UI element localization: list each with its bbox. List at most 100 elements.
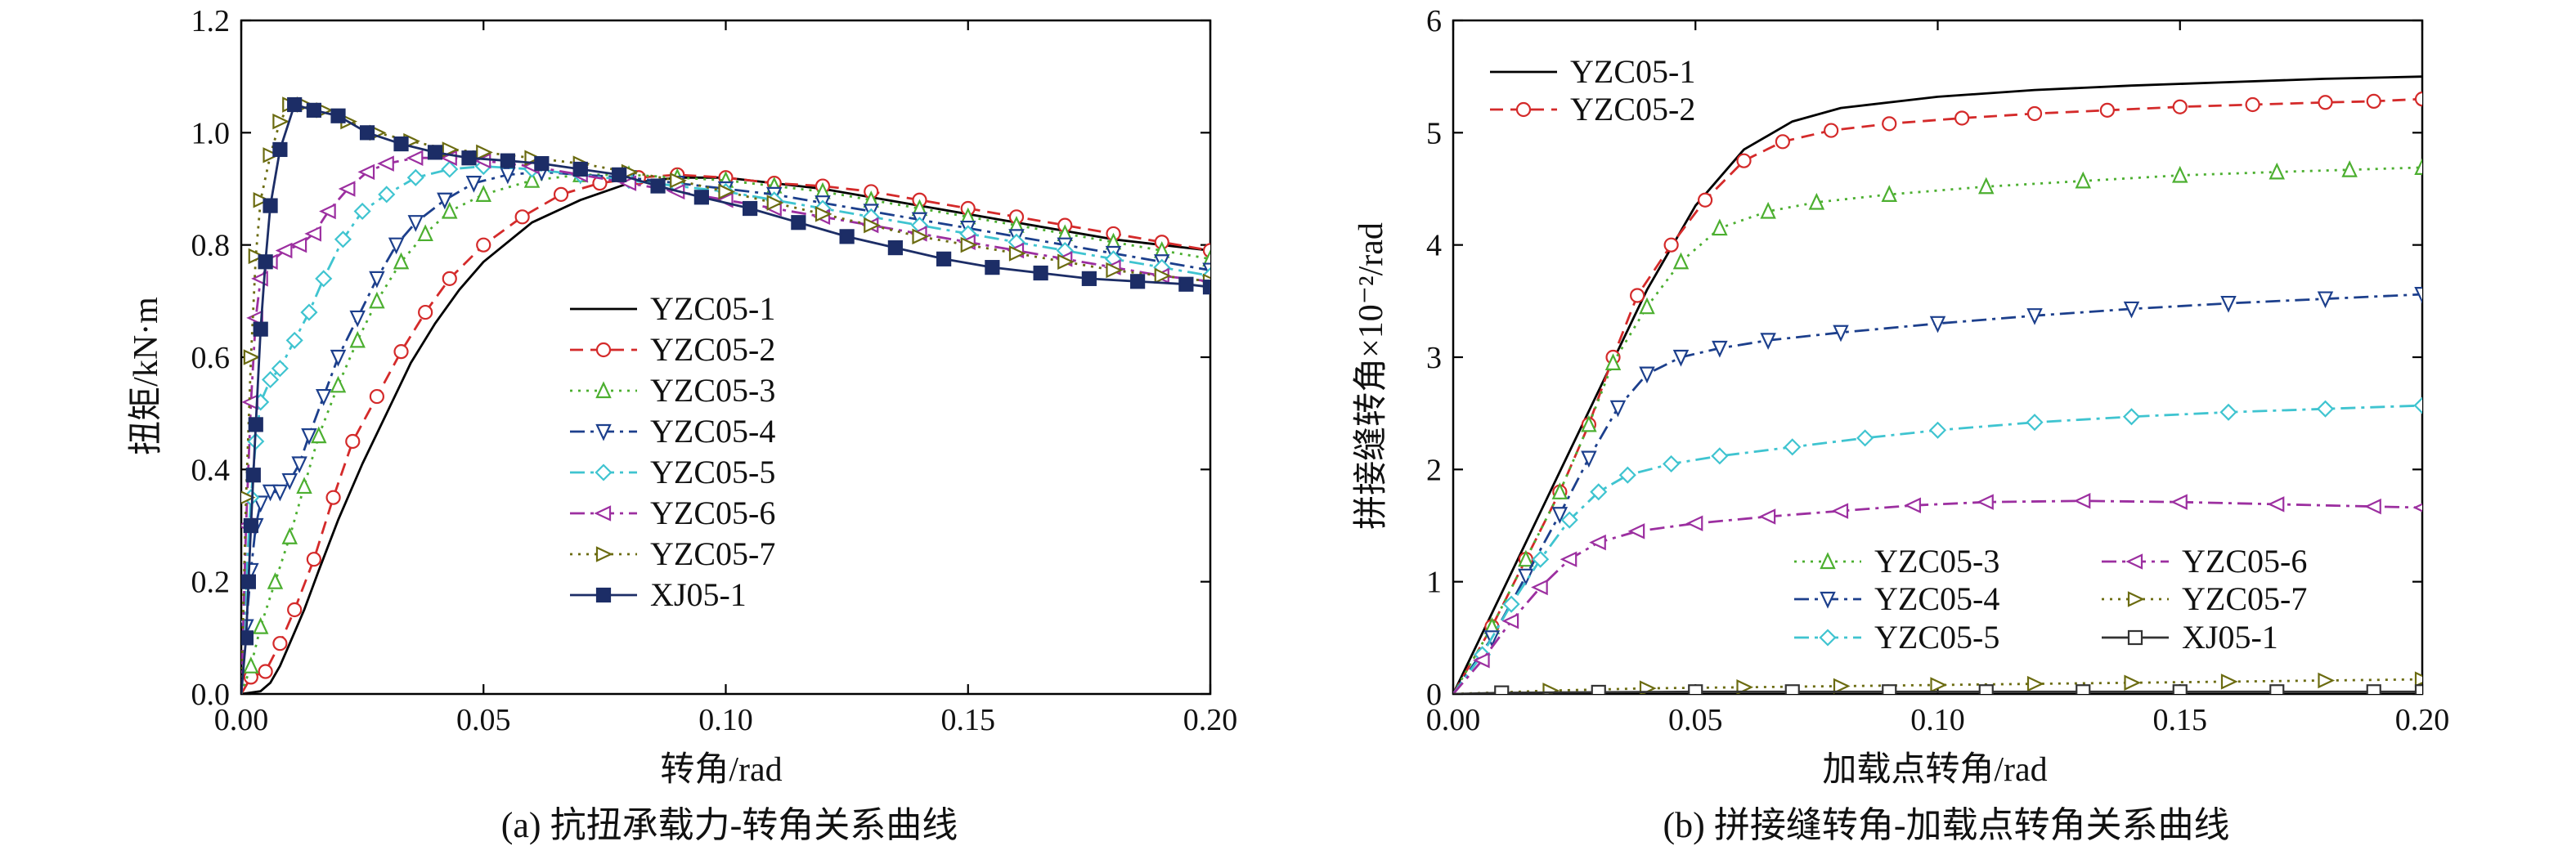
chart-a-series-xj05-1 [241, 96, 1210, 694]
chart-b-x-tick-label: 0.15 [2153, 703, 2208, 737]
chart-b-data-point [1518, 549, 1534, 567]
chart-a-data-point [1130, 274, 1146, 289]
chart-a-data-point [475, 185, 491, 202]
chart-b-data-point [1532, 550, 1550, 568]
chart-a-data-point [253, 321, 268, 337]
chart-a-data-point [304, 226, 321, 242]
chart-b-data-point [2076, 684, 2091, 694]
chart-b-ylabel: 拼接缝转角×10⁻²/rad [1353, 222, 1390, 530]
chart-a-data-point [461, 150, 477, 166]
chart-a-legend-entry-yzc05-7: YZC05-7 [570, 535, 775, 572]
chart-a-data-point [407, 215, 424, 232]
chart-a-data-point [437, 192, 453, 210]
chart-a-data-point [275, 242, 293, 259]
chart-a-data-point [330, 375, 347, 393]
chart-a-data-point [353, 202, 371, 221]
chart-a-data-point [612, 167, 627, 182]
chart-a-xlabel: 转角/rad [660, 751, 782, 789]
chart-b-data-point [2172, 99, 2188, 114]
chart-b-data-point [2414, 158, 2422, 176]
chart-b-data-point [1639, 297, 1655, 315]
chart-a-legend-marker [595, 463, 613, 481]
chart-b-data-point [2172, 165, 2188, 183]
chart-b-caption: (b) 拼接缝转角-加载点转角关系曲线 [1663, 805, 2230, 845]
chart-a-legend-label: YZC05-6 [650, 495, 775, 531]
chart-b-data-point [1881, 185, 1897, 202]
chart-b-data-point [2220, 295, 2237, 313]
chart-b-series-yzc05-1 [1453, 75, 2422, 694]
chart-b-data-point [1531, 579, 1548, 596]
chart-a-data-point [258, 664, 273, 679]
chart-b-legend-entry-yzc05-6: YZC05-6 [2102, 543, 2307, 580]
chart-a-data-point [393, 344, 409, 360]
chart-a-x-tick-label: 0.15 [941, 703, 996, 737]
chart-b-legend-marker [2125, 553, 2143, 570]
chart-b-data-point [1882, 684, 1897, 694]
chart-a-data-point [243, 656, 259, 674]
chart-b-data-point [1882, 116, 1897, 132]
chart-a-data-point [791, 215, 806, 231]
chart-a-data-point [534, 156, 550, 172]
chart-b-legend-marker [1819, 629, 1837, 647]
chart-a-legend-label: YZC05-5 [650, 454, 775, 490]
chart-b-legend-label: YZC05-5 [1874, 619, 1999, 656]
chart-a-data-point [553, 186, 569, 202]
chart-a-data-point [349, 310, 366, 328]
chart-a-legend-entry-yzc05-3: YZC05-3 [570, 372, 775, 409]
chart-a-data-point [359, 125, 375, 141]
chart-a-data-point [369, 388, 384, 405]
chart-a-data-point [248, 417, 263, 432]
chart-a-data-point [252, 617, 269, 634]
chart-b-data-point [2073, 493, 2091, 509]
chart-a: (a) 抗扭承载力-转角关系曲线 转角/rad 扭矩/kN·m 0.00 0.05… [128, 4, 1237, 845]
chart-b-data-point [1833, 678, 1851, 694]
chart-b-series-yzc05-4 [1453, 286, 2422, 694]
chart-b-x-tick-label: 0.10 [1910, 703, 1965, 737]
chart-b-y-tick-label: 2 [1426, 453, 1442, 487]
chart-a-legend-marker [594, 505, 612, 522]
chart-b-series-xj05-1 [1453, 684, 2422, 694]
chart-a-data-point [393, 136, 409, 152]
chart-b-data-point [2414, 684, 2422, 694]
chart-a-data-point [357, 163, 375, 181]
chart-b-data-point [2366, 684, 2381, 694]
chart-b-data-point [1542, 683, 1560, 694]
chart-b-legend-label: XJ05-1 [2182, 619, 2278, 656]
chart-b-y-tick-label: 5 [1426, 116, 1442, 150]
chart-b-data-point [1609, 400, 1627, 418]
chart-b-data-point [1494, 685, 1510, 694]
chart-a-legend-label: YZC05-2 [650, 331, 775, 368]
chart-a-series-line-yzc05-7 [241, 103, 1210, 694]
chart-b-data-point [2026, 308, 2043, 325]
chart-b-data-point [1688, 684, 1703, 694]
chart-a-data-point [441, 160, 459, 178]
chart-a-data-point [465, 176, 482, 193]
chart-a-data-point [1033, 265, 1048, 281]
chart-a-legend-label: YZC05-4 [650, 413, 775, 450]
chart-b-data-point [1630, 288, 1645, 303]
chart-b-data-point [1581, 414, 1597, 432]
chart-a-data-point [985, 260, 1000, 275]
chart-a-data-point [289, 236, 307, 253]
chart-a-data-point [272, 636, 288, 651]
chart-a-data-point [1081, 271, 1097, 286]
chart-b-data-point [2075, 171, 2091, 189]
chart-b-data-point [1954, 110, 1970, 126]
chart-b-legend-label: YZC05-3 [1874, 543, 1999, 580]
chart-a-data-point [406, 168, 424, 186]
chart-a-data-point [315, 388, 332, 406]
chart-b-legend-marker [1820, 552, 1836, 570]
chart-a-y-tick-label: 1.0 [191, 116, 231, 150]
chart-a-y-tick-label: 0.6 [191, 341, 231, 375]
chart-a-data-point [369, 271, 385, 289]
chart-a-x-tick-label: 0.10 [698, 703, 753, 737]
chart-a-legend-marker [595, 423, 612, 441]
chart-a-data-point [271, 360, 289, 378]
chart-a-data-point [334, 231, 352, 248]
chart-b-legend-marker [2127, 591, 2145, 607]
chart-b-data-point [1760, 201, 1776, 219]
chart-b-legend-label: YZC05-2 [1570, 91, 1695, 128]
chart-a-data-point [650, 178, 666, 194]
chart-a-y-tick-label: 1.2 [191, 4, 231, 38]
chart-a-data-point [243, 517, 258, 534]
